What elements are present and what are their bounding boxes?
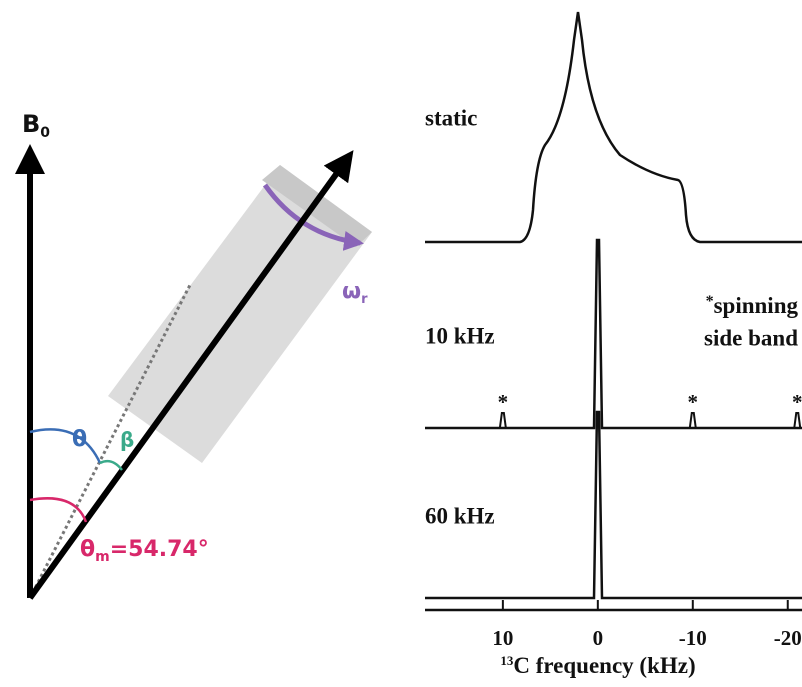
x-tick-label: 10 [492, 626, 513, 650]
magic-angle-label: θm=54.74° [80, 537, 209, 565]
x-axis-title-text: C frequency (kHz) [513, 653, 695, 678]
note-text: spinning [714, 293, 799, 318]
x-axis-title-sup: 13 [500, 653, 514, 668]
theta-label: θ [72, 427, 87, 452]
theta-m-subscript: m [95, 549, 110, 565]
page: {"diagram": {"b0": {"label": "B", "subsc… [0, 0, 802, 687]
x-tick-label: -10 [679, 626, 707, 650]
omega-subscript: r [361, 292, 368, 307]
sideband-marker: * [688, 390, 699, 414]
x-tick-label: -20 [774, 626, 802, 650]
panel-label: static [425, 105, 477, 130]
sideband-peak [500, 413, 506, 428]
panel-label: 10 kHz [425, 323, 495, 348]
panel-label: 60 kHz [425, 503, 495, 528]
x-axis-title: 13C frequency (kHz) [500, 653, 695, 678]
spectra: static 10 kHz 60 kHz *spinning side band… [425, 12, 802, 678]
magic-arc [30, 498, 86, 522]
note-line: *spinning [706, 293, 799, 319]
sideband-peak [690, 413, 696, 428]
theta-m: θ [80, 537, 95, 562]
note-marker: * [706, 293, 714, 310]
x-tick-label: 0 [593, 626, 604, 650]
b0: B [22, 110, 40, 138]
rotor-diagram: ωr B0 θ β θm=54.74° [22, 110, 372, 598]
static-spectrum [425, 12, 802, 242]
figure: ωr B0 θ β θm=54.74° static 10 kHz 60 kHz… [0, 0, 802, 687]
omega: ω [342, 279, 361, 304]
field-arrow [30, 155, 350, 598]
beta-arc [100, 461, 122, 470]
b0-label: B0 [22, 110, 50, 141]
sideband-peak [794, 413, 800, 428]
note-text: side band [704, 325, 798, 350]
beta-label: β [120, 428, 134, 452]
omega-label: ωr [342, 279, 368, 307]
theta-m-value: =54.74° [110, 537, 209, 562]
sideband-marker: * [792, 390, 802, 414]
b0-subscript: 0 [40, 125, 50, 141]
theta-arc [30, 429, 100, 463]
sideband-marker: * [498, 390, 509, 414]
